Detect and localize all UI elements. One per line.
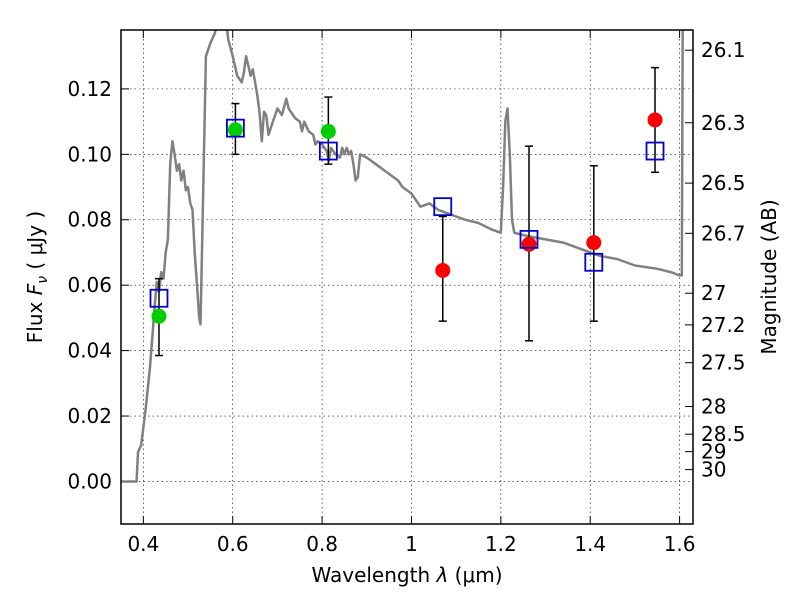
y-tick-label: 0.00 xyxy=(67,469,112,493)
x-tick-label: 0.8 xyxy=(306,532,338,556)
data-layer xyxy=(121,30,684,483)
detection-point xyxy=(227,122,243,138)
tick-labels: 0.4 0.6 0.8 1 1.2 1.4 1.6 0.00 0.02 0.04 0.06 0.08 0… xyxy=(67,38,745,556)
model-photometry-point xyxy=(318,141,338,161)
y2-tick-label: 27 xyxy=(701,281,726,305)
axis-ticks xyxy=(121,30,693,524)
x-tick-label: 0.6 xyxy=(217,532,249,556)
nondetection-point xyxy=(435,262,451,278)
template-spectrum-line xyxy=(121,30,684,483)
model-photometry-point xyxy=(149,288,169,308)
model-photometry-point xyxy=(433,197,453,217)
x-tick-label: 1.4 xyxy=(574,532,606,556)
y-tick-label: 0.04 xyxy=(67,339,112,363)
y2-tick-label: 29 xyxy=(701,440,726,464)
x-tick-label: 0.4 xyxy=(127,532,159,556)
y-tick-label: 0.10 xyxy=(67,142,112,166)
nondetection-point xyxy=(521,236,537,252)
plot-frame xyxy=(120,29,694,525)
y2-tick-label: 26.7 xyxy=(701,221,746,245)
y2-axis-label: Magnitude (AB) xyxy=(757,199,781,354)
model-photometry-point xyxy=(584,252,604,272)
x-axis-label: Wavelength λ (μm) xyxy=(311,563,502,587)
x-tick-label: 1.2 xyxy=(485,532,517,556)
x-tick-label: 1 xyxy=(405,532,418,556)
nondetection-point xyxy=(586,235,602,251)
y-tick-label: 0.12 xyxy=(67,77,112,101)
detection-point xyxy=(320,123,336,139)
y2-tick-label: 26.1 xyxy=(701,38,746,62)
y-tick-label: 0.02 xyxy=(67,404,112,428)
y2-tick-label: 28.5 xyxy=(701,422,746,446)
plot-area xyxy=(121,30,693,524)
model-photometry-point xyxy=(645,141,665,161)
y-tick-label: 0.06 xyxy=(67,273,112,297)
model-photometry-point xyxy=(225,118,245,138)
y2-tick-label: 27.2 xyxy=(701,313,746,337)
y-tick-label: 0.08 xyxy=(67,208,112,232)
nondetection-point xyxy=(647,112,663,128)
gridlines xyxy=(121,30,693,524)
x-tick-label: 1.6 xyxy=(664,532,696,556)
y2-tick-label: 27.5 xyxy=(701,351,746,375)
y2-tick-label: 26.5 xyxy=(701,171,746,195)
detection-point xyxy=(151,308,167,324)
y2-tick-label: 30 xyxy=(701,458,726,482)
model-photometry-point xyxy=(519,229,539,249)
y2-tick-label: 28 xyxy=(701,395,726,419)
y2-tick-label: 26.3 xyxy=(701,111,746,135)
y-axis-label: Flux Fν ( μJy ) xyxy=(23,211,51,343)
